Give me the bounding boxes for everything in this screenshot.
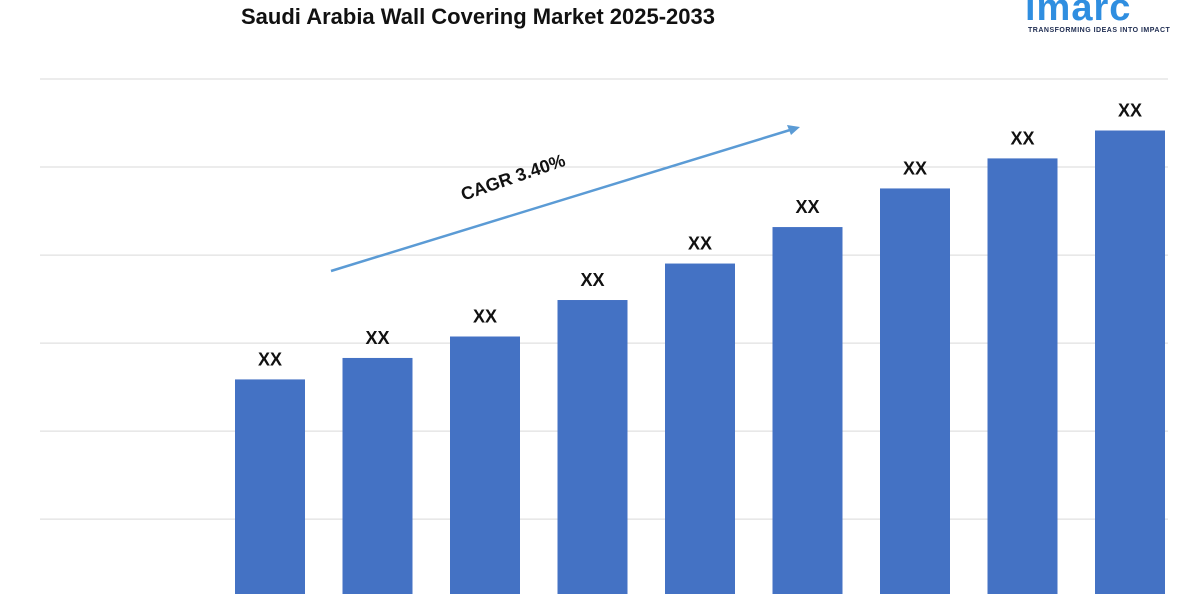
data-labels: XX XX XX XX XX XX XX XX XX (258, 101, 1142, 370)
cagr-arrow (330, 125, 800, 273)
data-label: XX (688, 234, 712, 254)
bar (450, 336, 520, 594)
bar (235, 379, 305, 594)
bar (772, 227, 843, 594)
data-label: XX (473, 307, 497, 327)
bar (880, 188, 950, 594)
bar (557, 300, 628, 594)
bar (665, 263, 735, 594)
logo-wordmark: imarc (1025, 0, 1132, 29)
bar (987, 158, 1058, 595)
data-label: XX (1118, 101, 1142, 121)
data-label: XX (795, 197, 819, 217)
chart-title: Saudi Arabia Wall Covering Market 2025-2… (241, 4, 715, 29)
data-label: XX (1010, 128, 1034, 148)
data-label: XX (365, 328, 389, 348)
data-label: XX (580, 270, 604, 290)
bar (342, 357, 413, 594)
data-label: XX (258, 349, 282, 369)
bars (235, 130, 1165, 595)
logo-tagline: TRANSFORMING IDEAS INTO IMPACT (1028, 27, 1171, 34)
cagr-arrow-head (787, 125, 800, 135)
data-label: XX (903, 158, 927, 178)
imarc-logo: imarc TRANSFORMING IDEAS INTO IMPACT (1025, 0, 1195, 40)
cagr-label: CAGR 3.40% (458, 150, 568, 204)
bar (1095, 130, 1165, 594)
cagr-arrow-line (330, 128, 791, 273)
